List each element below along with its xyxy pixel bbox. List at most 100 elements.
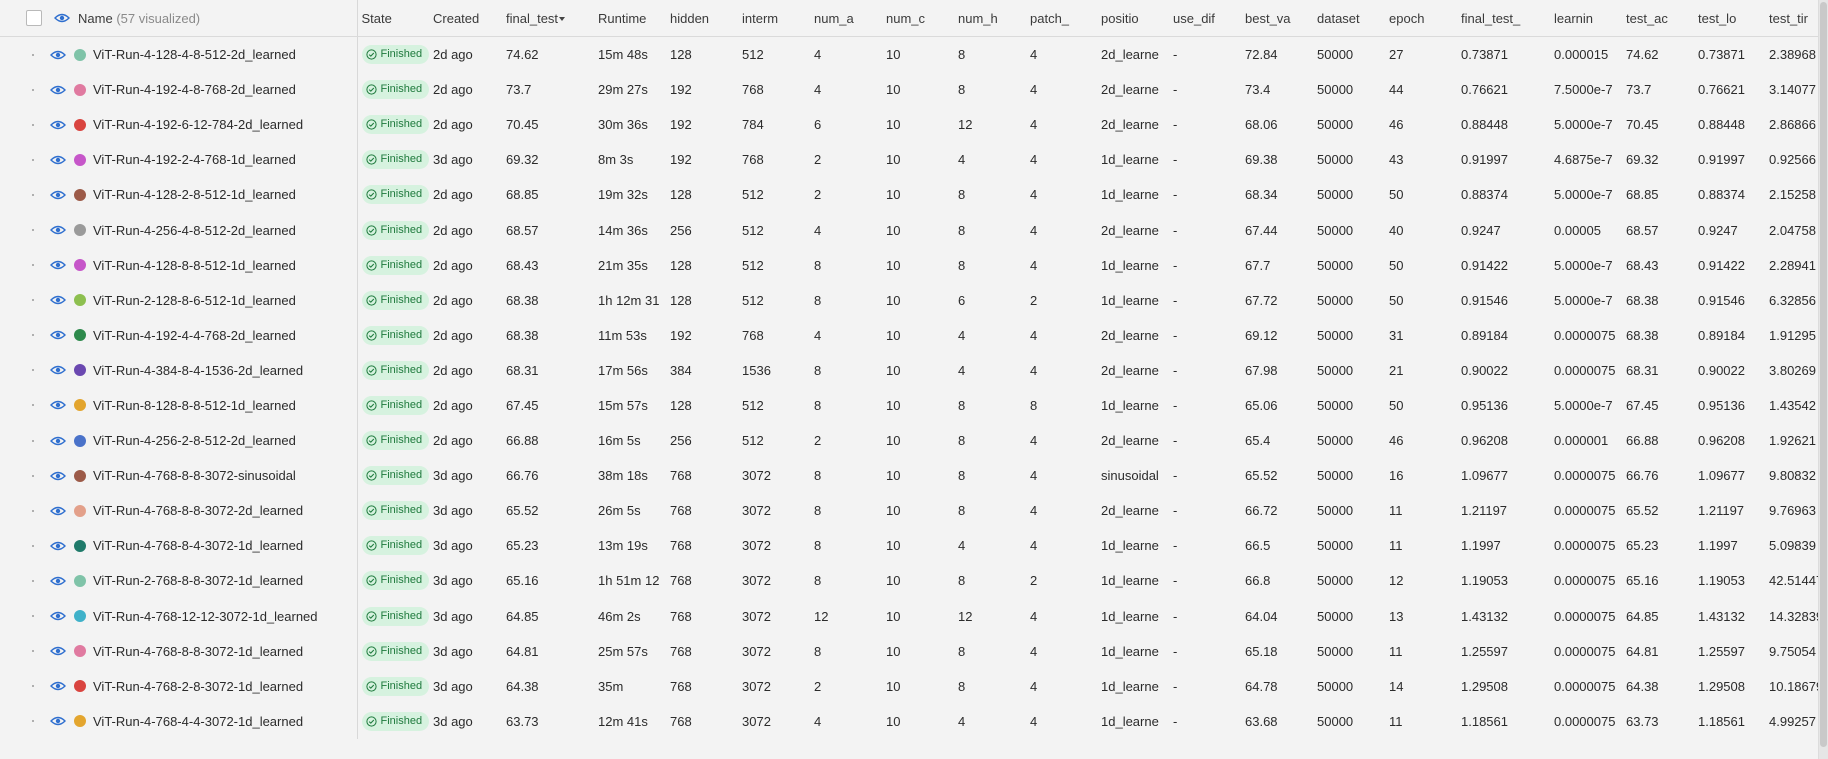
eye-icon[interactable] xyxy=(50,681,66,691)
column-header-state[interactable]: State xyxy=(357,0,429,37)
table-row[interactable]: ViT-Run-2-768-8-8-3072-1d_learned Finishe… xyxy=(0,563,1826,599)
column-header-final-test-loss[interactable]: final_test_ xyxy=(1457,0,1550,37)
run-color-dot[interactable] xyxy=(74,153,86,166)
column-header-test-lo[interactable]: test_lo xyxy=(1694,0,1765,37)
run-color-dot[interactable] xyxy=(74,610,86,623)
run-color-dot[interactable] xyxy=(74,224,86,237)
eye-icon[interactable] xyxy=(50,295,66,305)
run-name-cell[interactable]: ViT-Run-4-128-4-8-512-2d_learned xyxy=(0,36,358,73)
eye-icon[interactable] xyxy=(50,50,66,60)
column-header-dataset[interactable]: dataset xyxy=(1313,0,1385,37)
drag-handle-icon[interactable] xyxy=(32,229,34,232)
eye-icon[interactable] xyxy=(50,400,66,410)
column-header-name[interactable]: Name (57 visualized) xyxy=(0,0,358,37)
drag-handle-icon[interactable] xyxy=(32,369,34,372)
run-name[interactable]: ViT-Run-4-768-8-4-3072-1d_learned xyxy=(93,538,304,554)
drag-handle-icon[interactable] xyxy=(32,509,34,512)
eye-icon[interactable] xyxy=(50,190,66,200)
table-row[interactable]: ViT-Run-4-256-2-8-512-2d_learned Finished… xyxy=(0,423,1826,459)
run-color-dot[interactable] xyxy=(74,399,86,412)
eye-icon[interactable] xyxy=(50,225,66,235)
column-header-test-tir[interactable]: test_tir xyxy=(1765,0,1826,37)
run-color-dot[interactable] xyxy=(74,48,86,61)
run-name-cell[interactable]: ViT-Run-2-128-8-6-512-1d_learned xyxy=(0,282,358,318)
run-name[interactable]: ViT-Run-2-128-8-6-512-1d_learned xyxy=(93,292,296,308)
run-name-cell[interactable]: ViT-Run-4-768-8-4-3072-1d_learned xyxy=(0,528,358,564)
run-name-cell[interactable]: ViT-Run-4-256-4-8-512-2d_learned xyxy=(0,212,358,248)
column-header-num-h[interactable]: num_h xyxy=(954,0,1026,37)
run-color-dot[interactable] xyxy=(74,364,86,377)
column-header-epoch[interactable]: epoch xyxy=(1385,0,1457,37)
column-header-interm[interactable]: interm xyxy=(738,0,810,37)
run-name-cell[interactable]: ViT-Run-4-192-2-4-768-1d_learned xyxy=(0,142,358,178)
table-row[interactable]: ViT-Run-4-768-8-4-3072-1d_learned Finishe… xyxy=(0,528,1826,564)
column-header-use-dif[interactable]: use_dif xyxy=(1169,0,1241,37)
table-row[interactable]: ViT-Run-4-384-8-4-1536-2d_learned Finishe… xyxy=(0,352,1826,388)
drag-handle-icon[interactable] xyxy=(32,685,34,688)
run-name[interactable]: ViT-Run-4-384-8-4-1536-2d_learned xyxy=(93,362,304,378)
column-header-position[interactable]: positio xyxy=(1097,0,1169,37)
run-name[interactable]: ViT-Run-4-768-8-8-3072-1d_learned xyxy=(93,643,304,659)
vertical-scrollbar[interactable] xyxy=(1818,0,1828,759)
drag-handle-icon[interactable] xyxy=(32,615,34,618)
eye-icon[interactable] xyxy=(50,646,66,656)
table-row[interactable]: ViT-Run-4-768-2-8-3072-1d_learned Finishe… xyxy=(0,668,1826,704)
drag-handle-icon[interactable] xyxy=(32,334,34,337)
drag-handle-icon[interactable] xyxy=(32,439,34,442)
run-color-dot[interactable] xyxy=(74,680,86,693)
table-row[interactable]: ViT-Run-4-192-4-8-768-2d_learned Finished… xyxy=(0,72,1826,108)
run-name-cell[interactable]: ViT-Run-4-768-12-12-3072-1d_learned xyxy=(0,598,358,634)
table-row[interactable]: ViT-Run-4-192-2-4-768-1d_learned Finished… xyxy=(0,142,1826,178)
table-row[interactable]: ViT-Run-4-128-4-8-512-2d_learned Finished… xyxy=(0,36,1826,73)
run-name-cell[interactable]: ViT-Run-2-768-8-8-3072-1d_learned xyxy=(0,563,358,599)
table-row[interactable]: ViT-Run-4-768-4-4-3072-1d_learned Finishe… xyxy=(0,703,1826,739)
eye-icon[interactable] xyxy=(50,120,66,130)
run-name-cell[interactable]: ViT-Run-4-768-8-8-3072-1d_learned xyxy=(0,633,358,669)
column-header-runtime[interactable]: Runtime xyxy=(594,0,666,37)
run-color-dot[interactable] xyxy=(74,715,86,728)
drag-handle-icon[interactable] xyxy=(32,720,34,723)
run-color-dot[interactable] xyxy=(74,118,86,131)
table-row[interactable]: ViT-Run-4-192-6-12-784-2d_learned Finishe… xyxy=(0,107,1826,143)
run-name-cell[interactable]: ViT-Run-4-128-8-8-512-1d_learned xyxy=(0,247,358,283)
eye-icon[interactable] xyxy=(50,716,66,726)
eye-icon[interactable] xyxy=(50,471,66,481)
drag-handle-icon[interactable] xyxy=(32,404,34,407)
eye-icon[interactable] xyxy=(50,330,66,340)
run-color-dot[interactable] xyxy=(74,434,86,447)
table-row[interactable]: ViT-Run-4-768-8-8-3072-2d_learned Finishe… xyxy=(0,493,1826,529)
run-name-cell[interactable]: ViT-Run-4-768-2-8-3072-1d_learned xyxy=(0,668,358,704)
drag-handle-icon[interactable] xyxy=(32,158,34,161)
table-row[interactable]: ViT-Run-4-768-8-8-3072-1d_learned Finishe… xyxy=(0,633,1826,669)
column-header-num-c[interactable]: num_c xyxy=(882,0,954,37)
run-name-cell[interactable]: ViT-Run-4-192-4-8-768-2d_learned xyxy=(0,72,358,108)
run-name[interactable]: ViT-Run-2-768-8-8-3072-1d_learned xyxy=(93,573,304,589)
column-header-hidden[interactable]: hidden xyxy=(666,0,738,37)
run-color-dot[interactable] xyxy=(74,645,86,658)
eye-icon[interactable] xyxy=(50,506,66,516)
run-color-dot[interactable] xyxy=(74,83,86,96)
run-name-cell[interactable]: ViT-Run-4-384-8-4-1536-2d_learned xyxy=(0,352,358,388)
table-row[interactable]: ViT-Run-4-768-8-8-3072-sinusoidal Finishe… xyxy=(0,458,1826,494)
run-name-cell[interactable]: ViT-Run-4-768-8-8-3072-sinusoidal xyxy=(0,458,358,494)
drag-handle-icon[interactable] xyxy=(32,193,34,196)
run-name[interactable]: ViT-Run-8-128-8-8-512-1d_learned xyxy=(93,397,296,413)
run-name-cell[interactable]: ViT-Run-4-192-4-4-768-2d_learned xyxy=(0,317,358,353)
run-color-dot[interactable] xyxy=(74,574,86,587)
drag-handle-icon[interactable] xyxy=(32,123,34,126)
run-name[interactable]: ViT-Run-4-768-12-12-3072-1d_learned xyxy=(93,608,318,624)
run-color-dot[interactable] xyxy=(74,329,86,342)
run-color-dot[interactable] xyxy=(74,259,86,272)
column-header-patch[interactable]: patch_ xyxy=(1026,0,1097,37)
eye-icon[interactable] xyxy=(50,260,66,270)
run-name[interactable]: ViT-Run-4-768-4-4-3072-1d_learned xyxy=(93,713,304,729)
column-header-learning[interactable]: learnin xyxy=(1550,0,1622,37)
column-header-num-a[interactable]: num_a xyxy=(810,0,882,37)
table-row[interactable]: ViT-Run-4-768-12-12-3072-1d_learned Finis… xyxy=(0,598,1826,634)
table-row[interactable]: ViT-Run-4-192-4-4-768-2d_learned Finished… xyxy=(0,317,1826,353)
drag-handle-icon[interactable] xyxy=(32,88,34,91)
table-row[interactable]: ViT-Run-8-128-8-8-512-1d_learned Finished… xyxy=(0,387,1826,424)
run-name[interactable]: ViT-Run-4-192-4-8-768-2d_learned xyxy=(93,82,296,98)
drag-handle-icon[interactable] xyxy=(32,474,34,477)
run-color-dot[interactable] xyxy=(74,294,86,307)
